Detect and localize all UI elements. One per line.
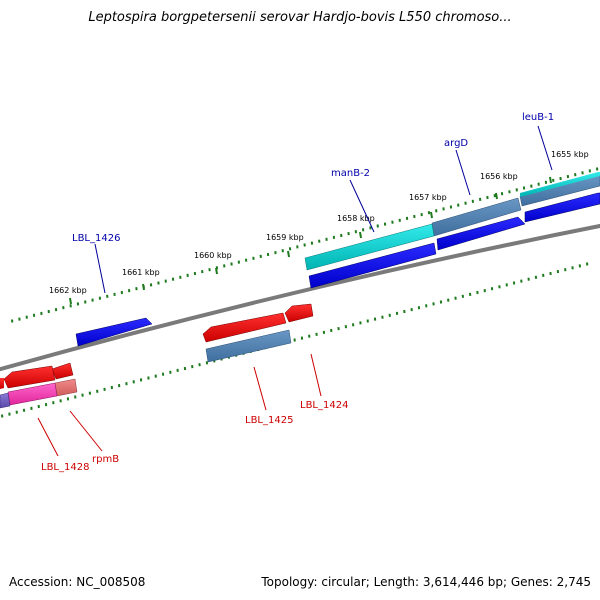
gene-manB-2[interactable] xyxy=(308,242,437,289)
ruler-label: 1659 kbp xyxy=(266,233,304,242)
outer-ruler: 1655 kbp 1656 kbp 1657 kbp 1658 kbp 1659… xyxy=(49,150,589,305)
outer-minor-ticks xyxy=(11,167,599,323)
gene-left-cog[interactable] xyxy=(0,392,11,409)
gene-leuB-1-cog-top[interactable] xyxy=(520,172,600,197)
callout-line xyxy=(455,149,471,196)
gene-LBL_1424[interactable] xyxy=(284,303,314,323)
ruler-tick xyxy=(430,211,433,219)
gene-manB-2-cog[interactable] xyxy=(304,223,435,271)
ruler-label: 1656 kbp xyxy=(480,172,518,181)
ruler-tick xyxy=(287,250,290,258)
ruler-label: 1657 kbp xyxy=(409,193,447,202)
ruler-tick xyxy=(359,231,362,239)
gene-LBL_1428[interactable] xyxy=(3,365,56,389)
accession-text: Accession: NC_008508 xyxy=(9,575,146,589)
gene-label-manB-2[interactable]: manB-2 xyxy=(331,168,370,179)
gene-label-LBL_1428[interactable]: LBL_1428 xyxy=(41,462,89,473)
map-title: Leptospira borgpetersenii serovar Hardjo… xyxy=(88,10,512,25)
gene-rpmB-cog[interactable] xyxy=(54,378,78,397)
callout-line xyxy=(69,410,103,452)
inner-minor-ticks xyxy=(1,262,589,418)
ruler-label: 1655 kbp xyxy=(551,150,589,159)
gene-leuB-1[interactable] xyxy=(524,192,600,223)
ruler-tick xyxy=(495,192,498,200)
gene-LBL_1425-cog[interactable] xyxy=(205,329,292,363)
gene-partial-left[interactable] xyxy=(0,378,4,389)
callout-line xyxy=(310,353,322,397)
gene-label-rpmB[interactable]: rpmB xyxy=(92,454,119,465)
callout-line xyxy=(94,243,106,294)
gene-argD[interactable] xyxy=(436,216,526,251)
chromosome-backbone xyxy=(0,223,600,372)
gene-rpmB[interactable] xyxy=(51,362,74,380)
gene-label-LBL_1424[interactable]: LBL_1424 xyxy=(300,400,348,411)
gene-label-LBL_1426[interactable]: LBL_1426 xyxy=(72,233,120,244)
callout-line xyxy=(537,125,553,171)
ruler-label: 1661 kbp xyxy=(122,268,160,277)
callout-line xyxy=(349,179,375,233)
ruler-label: 1658 kbp xyxy=(337,214,375,223)
ruler-label: 1660 kbp xyxy=(194,251,232,260)
reverse-track xyxy=(0,303,314,389)
forward-track xyxy=(75,192,600,347)
callout-line xyxy=(253,366,267,411)
gene-label-leuB-1[interactable]: leuB-1 xyxy=(522,112,554,123)
callouts xyxy=(37,125,553,457)
ruler-tick xyxy=(549,176,552,184)
ruler-tick xyxy=(69,297,72,305)
gene-LBL_1426[interactable] xyxy=(75,317,153,347)
gene-LBL_1425[interactable] xyxy=(202,312,287,343)
genome-summary-text: Topology: circular; Length: 3,614,446 bp… xyxy=(261,575,591,589)
reverse-cog-track xyxy=(0,329,292,409)
gene-labels: leuB-1 argD manB-2 LBL_1426 LBL_1424 LBL… xyxy=(41,112,554,473)
gene-label-LBL_1425[interactable]: LBL_1425 xyxy=(245,415,293,426)
forward-cog-track xyxy=(304,172,600,271)
ruler-label: 1662 kbp xyxy=(49,286,87,295)
gene-label-argD[interactable]: argD xyxy=(444,138,468,149)
callout-line xyxy=(37,417,59,457)
